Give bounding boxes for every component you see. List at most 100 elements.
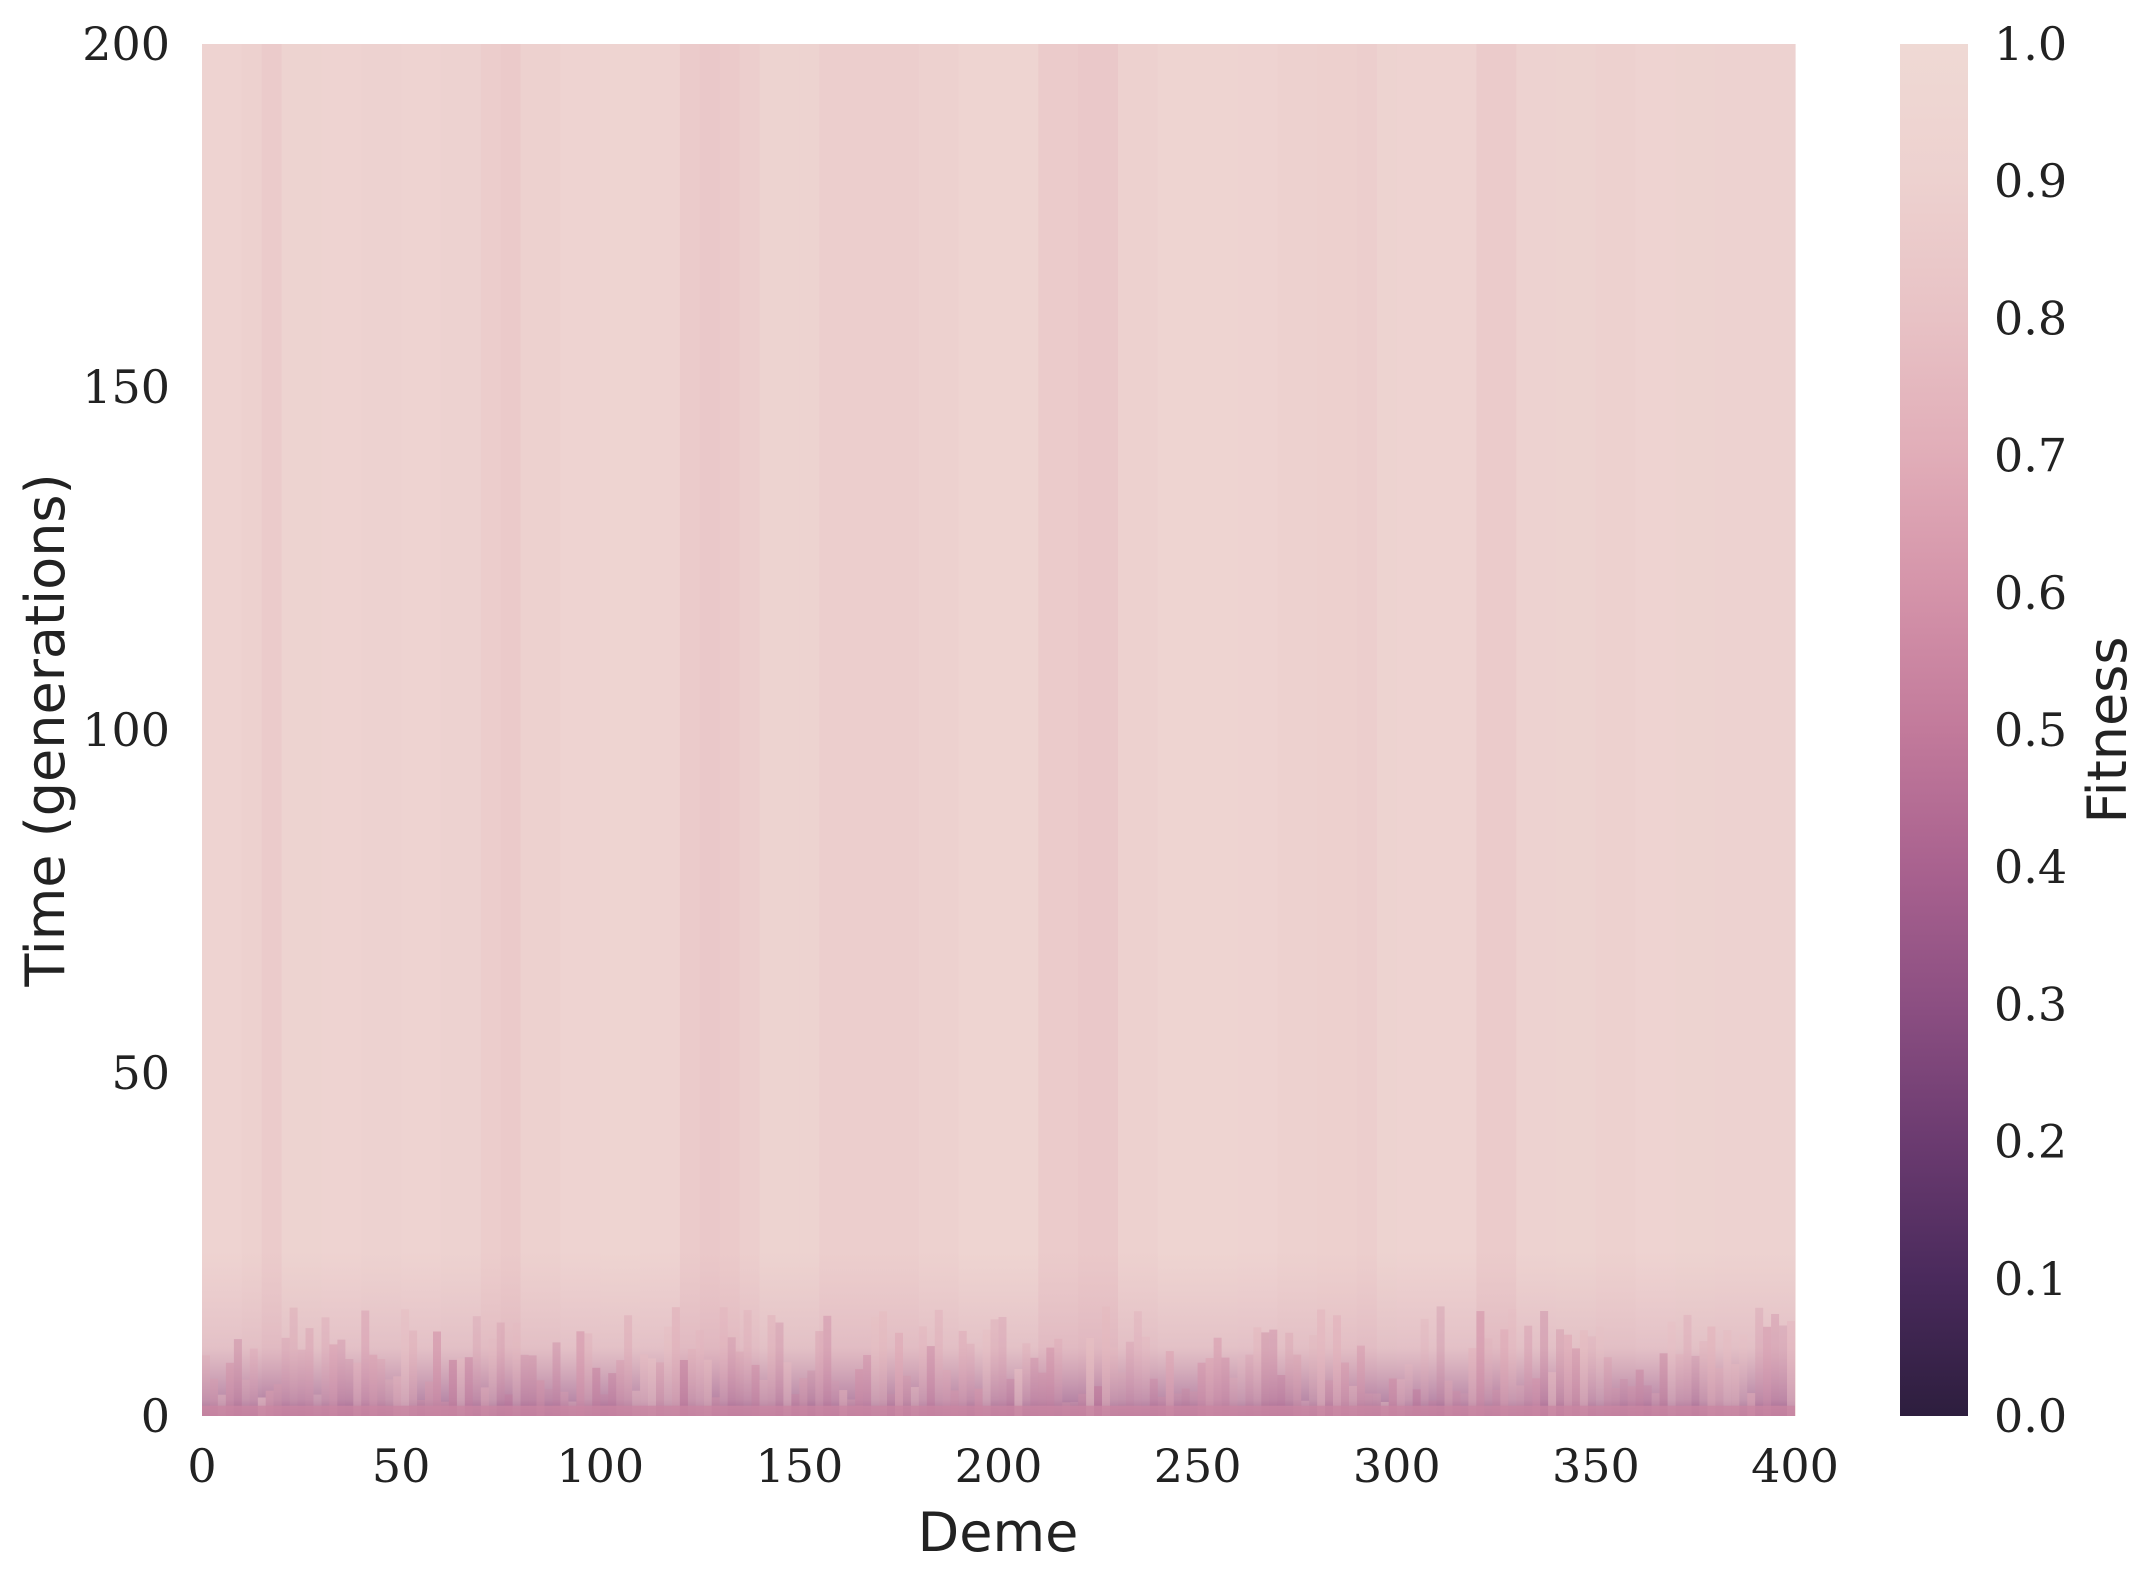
heatmap-noise-cell xyxy=(1356,1345,1365,1416)
heatmap-noise-cell xyxy=(345,1359,354,1416)
heatmap-noise-cell xyxy=(409,1330,418,1416)
heatmap-noise-cell xyxy=(1492,1389,1501,1416)
heatmap-noise-cell xyxy=(600,1394,609,1416)
heatmap-noise-cell xyxy=(281,1337,290,1416)
colorbar-ticks: 0.0 0.1 0.2 0.3 0.4 0.5 0.6 0.7 0.8 0.9 1.0 xyxy=(1994,17,2067,1443)
heatmap-noise-cell xyxy=(1086,1337,1095,1416)
heatmap-noise-cell xyxy=(918,1326,927,1416)
heatmap-noise-cell xyxy=(448,1359,457,1416)
y-tick-label: 200 xyxy=(82,17,170,71)
heatmap-noise-cell xyxy=(855,1369,864,1416)
heatmap-noise-cell xyxy=(560,1391,569,1416)
heatmap-noise-cell xyxy=(815,1331,824,1416)
colorbar-tick-label: 0.3 xyxy=(1994,977,2067,1031)
heatmap-noise-cell xyxy=(1125,1341,1134,1416)
heatmap-noise-cell xyxy=(536,1380,545,1416)
heatmap-noise-cell xyxy=(210,1378,218,1416)
heatmap-noise-cell xyxy=(584,1333,593,1416)
heatmap-noise-cell xyxy=(1094,1386,1103,1416)
heatmap-noise-cell xyxy=(1149,1378,1158,1416)
heatmap-noise-cell xyxy=(1603,1357,1612,1416)
heatmap-noise-cell xyxy=(202,1355,210,1416)
heatmap-noise-cell xyxy=(1524,1325,1533,1416)
heatmap-noise-cell xyxy=(1221,1357,1230,1416)
heatmap-noise-cell xyxy=(1317,1309,1326,1416)
x-tick-label: 400 xyxy=(1751,1439,1839,1493)
colorbar-tick-label: 0.0 xyxy=(1994,1389,2067,1443)
colorbar-tick-label: 0.1 xyxy=(1994,1252,2067,1306)
heatmap-noise-cell xyxy=(1484,1338,1493,1416)
heatmap-noise-cell xyxy=(592,1367,601,1416)
heatmap-noise-cell xyxy=(934,1309,943,1416)
heatmap-noise-cell xyxy=(1619,1379,1628,1416)
heatmap-noise-cell xyxy=(512,1322,521,1416)
heatmap-noise-cell xyxy=(1739,1334,1748,1416)
heatmap-noise-cell xyxy=(910,1387,919,1416)
heatmap-noise-cell xyxy=(1651,1393,1660,1416)
heatmap-noise-cell xyxy=(656,1362,664,1416)
heatmap-noise-cell xyxy=(1213,1337,1222,1416)
heatmap-noise-cell xyxy=(496,1322,505,1416)
heatmap-noise-cell xyxy=(369,1354,378,1416)
colorbar-tick-label: 0.2 xyxy=(1994,1115,2067,1169)
heatmap-noise-cell xyxy=(887,1394,895,1416)
heatmap-noise-cell xyxy=(401,1309,410,1416)
x-tick-label: 0 xyxy=(187,1439,216,1493)
heatmap-noise-cell xyxy=(1532,1378,1541,1416)
heatmap-noise-cell xyxy=(1030,1357,1039,1416)
heatmap-noise-cell xyxy=(1699,1341,1708,1416)
heatmap-noise-cell xyxy=(1046,1347,1055,1416)
heatmap-noise-cell xyxy=(1635,1369,1644,1416)
heatmap-noise-cell xyxy=(1436,1306,1445,1416)
colorbar-tick-label: 0.8 xyxy=(1994,291,2067,345)
heatmap-noise-cell xyxy=(1659,1353,1668,1416)
heatmap-noise-cell xyxy=(727,1337,736,1416)
heatmap-noise-cell xyxy=(1333,1315,1341,1416)
heatmap-noise-cell xyxy=(616,1360,625,1416)
heatmap-initial-band xyxy=(202,44,1795,1416)
heatmap-noise-cell xyxy=(544,1389,553,1416)
heatmap-noise-cell xyxy=(1165,1351,1174,1416)
heatmap-noise-cell xyxy=(823,1315,832,1416)
heatmap-noise-cell xyxy=(472,1316,481,1416)
heatmap-noise-cell xyxy=(1779,1325,1788,1416)
heatmap-noise-cell xyxy=(735,1351,744,1416)
heatmap-noise-cell xyxy=(233,1339,242,1416)
colorbar-tick-label: 0.6 xyxy=(1994,566,2067,620)
heatmap-noise-cell xyxy=(289,1307,298,1416)
heatmap-noise-cell xyxy=(831,1380,840,1416)
x-tick-label: 250 xyxy=(1154,1439,1242,1493)
heatmap-noise-cell xyxy=(1349,1385,1357,1416)
heatmap-noise-cell xyxy=(1587,1336,1596,1416)
heatmap-noise-cell xyxy=(305,1328,314,1416)
heatmap-noise-cell xyxy=(1556,1329,1564,1416)
y-tick-label: 150 xyxy=(82,360,170,414)
heatmap-noise-cell xyxy=(1014,1369,1023,1416)
heatmap-noise-cell xyxy=(1500,1329,1509,1416)
heatmap-noise-cell xyxy=(679,1360,688,1416)
heatmap-noise-cell xyxy=(1341,1362,1349,1416)
heatmap-noise-cell xyxy=(321,1317,330,1416)
heatmap-noise-cell xyxy=(241,1379,250,1416)
heatmap-noise-cell xyxy=(377,1359,386,1416)
heatmap-noise-cell xyxy=(775,1322,784,1416)
heatmap-noise-cell xyxy=(1452,1390,1461,1416)
heatmap-noise-cell xyxy=(1388,1378,1397,1416)
y-tick-label: 50 xyxy=(111,1046,170,1100)
heatmap-noise-cell xyxy=(1189,1391,1198,1416)
heatmap-noise-cell xyxy=(1691,1355,1700,1416)
heatmap-noise-cell xyxy=(313,1394,322,1416)
x-tick-label: 100 xyxy=(556,1439,644,1493)
heatmap-noise-cell xyxy=(799,1378,808,1416)
heatmap-noise-cell xyxy=(225,1362,234,1416)
heatmap-noise-cell xyxy=(1309,1335,1318,1416)
heatmap-noise-cell xyxy=(1444,1380,1453,1416)
heatmap-noise-cell xyxy=(1412,1389,1421,1416)
heatmap-noise-cell xyxy=(671,1307,680,1416)
heatmap-noise-cell xyxy=(337,1339,346,1416)
x-tick-label: 150 xyxy=(755,1439,843,1493)
heatmap-noise-cell xyxy=(456,1358,465,1416)
heatmap-noise-cell xyxy=(1261,1332,1270,1416)
colorbar-tick-label: 0.7 xyxy=(1994,429,2067,483)
heatmap-noise-cell xyxy=(687,1349,696,1416)
